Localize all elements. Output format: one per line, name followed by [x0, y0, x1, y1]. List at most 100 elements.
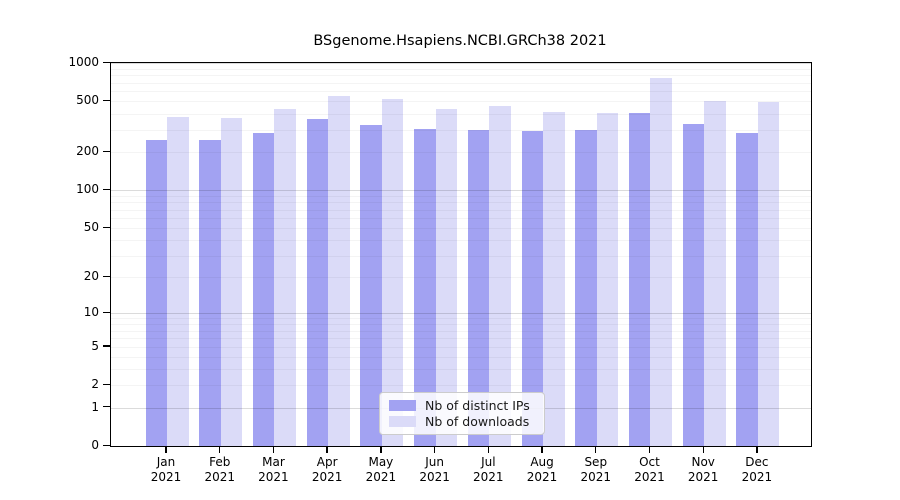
x-tick-label-jul: Jul 2021: [473, 455, 504, 484]
y-tick: [103, 383, 110, 385]
gridline: [111, 356, 811, 358]
bar-downloads-sep: [596, 112, 619, 446]
gridline: [111, 228, 811, 230]
bar-ips-aug: [521, 131, 544, 446]
bar-ips-sep: [575, 129, 597, 446]
bar-ips-mar: [252, 133, 275, 446]
chart-title: BSgenome.Hsapiens.NCBI.GRCh38 2021: [313, 33, 607, 49]
legend-label-distinct-ips: Nb of distinct IPs: [425, 398, 530, 413]
y-tick: [103, 61, 110, 63]
bar-downloads-oct: [650, 78, 672, 446]
y-tick: [103, 226, 110, 228]
legend-label-downloads: Nb of downloads: [425, 414, 530, 429]
bar-ips-feb: [199, 140, 221, 446]
gridline: [111, 385, 811, 387]
bar-downloads-may: [381, 99, 404, 446]
gridline: [111, 330, 811, 332]
gridline: [111, 369, 811, 371]
y-tick-label: 1: [91, 399, 99, 414]
bar-downloads-mar: [274, 108, 296, 446]
plot-area: [110, 62, 812, 447]
y-tick: [103, 311, 110, 313]
x-tick-label-nov: Nov 2021: [687, 455, 719, 484]
y-tick-label: 50: [83, 220, 99, 235]
bar-downloads-feb: [220, 118, 243, 446]
bar-ips-oct: [628, 113, 651, 446]
gridline: [111, 240, 811, 242]
gridline: [111, 324, 811, 326]
x-tick: [595, 446, 597, 453]
y-tick-label: 100: [76, 182, 99, 197]
y-tick-label: 10: [83, 305, 99, 320]
gridline: [111, 195, 811, 197]
gridline: [111, 255, 811, 257]
bar-ips-may: [360, 125, 382, 446]
x-tick-label-feb: Feb 2021: [204, 455, 235, 484]
x-tick: [702, 446, 704, 453]
gridline: [111, 218, 811, 220]
y-tick: [103, 345, 110, 347]
bar-downloads-dec: [757, 102, 780, 446]
y-tick: [103, 275, 110, 278]
y-tick-label: 0: [91, 438, 99, 452]
legend-item-distinct-ips: Nb of distinct IPs: [389, 398, 535, 413]
x-tick: [433, 446, 436, 453]
bar-downloads-aug: [543, 111, 565, 446]
gridline: [111, 202, 811, 204]
gridline: [111, 190, 811, 192]
gridline: [111, 338, 811, 340]
y-tick: [103, 150, 110, 152]
bar-downloads-jun: [435, 109, 458, 446]
gridline: [111, 101, 811, 103]
x-tick-label-oct: Oct 2021: [634, 455, 665, 484]
x-tick-label-apr: Apr 2021: [311, 455, 343, 484]
bar-ips-nov: [682, 124, 705, 446]
x-tick: [541, 446, 543, 453]
legend-item-downloads: Nb of downloads: [389, 414, 535, 429]
bar-ips-jan: [145, 139, 167, 446]
gridline: [111, 68, 811, 70]
bar-ips-jun: [414, 129, 436, 446]
gridline: [111, 346, 811, 348]
x-tick: [165, 446, 167, 453]
x-tick-label-aug: Aug 2021: [526, 455, 558, 484]
x-tick-label-jun: Jun 2021: [419, 455, 450, 484]
x-tick-label-may: May 2021: [365, 455, 397, 484]
bar-ips-dec: [736, 132, 758, 446]
gridline: [111, 75, 811, 77]
x-tick-label-dec: Dec 2021: [741, 455, 773, 484]
gridline: [111, 277, 811, 279]
bar-downloads-apr: [328, 95, 350, 446]
gridline: [111, 82, 811, 84]
gridline: [111, 91, 811, 93]
y-tick: [103, 188, 110, 191]
x-tick: [756, 446, 758, 453]
legend: Nb of distinct IPs Nb of downloads: [379, 392, 545, 435]
bar-downloads-jul: [489, 105, 511, 446]
y-tick-label: 1000: [68, 55, 99, 69]
bar-ips-apr: [306, 118, 329, 446]
y-tick-label: 2: [91, 377, 99, 392]
x-tick-label-jan: Jan 2021: [150, 455, 182, 484]
x-tick-label-mar: Mar 2021: [258, 455, 289, 484]
y-tick-label: 20: [83, 269, 99, 284]
x-tick: [380, 446, 382, 453]
downloads-swatch: [389, 416, 416, 427]
x-tick: [219, 446, 221, 453]
gridline: [111, 209, 811, 211]
bar-downloads-nov: [704, 101, 726, 446]
gridline: [111, 113, 811, 115]
y-tick: [103, 406, 110, 408]
y-tick: [103, 99, 110, 102]
x-tick: [487, 446, 489, 453]
x-tick: [648, 446, 651, 453]
gridline: [111, 313, 811, 315]
y-tick-label: 200: [76, 144, 99, 158]
gridline: [111, 63, 811, 64]
x-tick: [326, 446, 328, 453]
y-tick-label: 5: [91, 338, 99, 353]
x-tick: [272, 446, 275, 453]
bar-downloads-jan: [167, 117, 189, 446]
bar-ips-jul: [467, 129, 490, 446]
